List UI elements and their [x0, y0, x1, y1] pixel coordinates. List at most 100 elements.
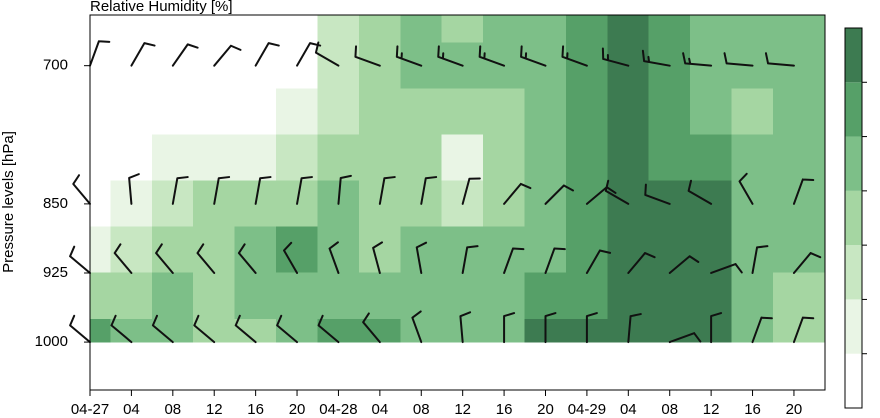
contour-cell: [89, 88, 112, 136]
contour-cell: [648, 226, 691, 274]
contour-cell: [565, 14, 608, 43]
colorbar-band: [845, 245, 862, 300]
contour-cell: [234, 134, 277, 182]
colorbar-band: [845, 82, 862, 137]
colorbar-band: [845, 353, 862, 408]
wind-barb: [710, 312, 723, 344]
contour-cell: [731, 134, 774, 182]
contour-cell: [731, 318, 774, 343]
contour-cell: [648, 134, 691, 182]
contour-cell: [441, 88, 484, 136]
wind-barb: [314, 41, 340, 67]
contour-cell: [524, 14, 567, 43]
wind-barb: [544, 184, 575, 205]
contour-cell: [89, 14, 112, 43]
wind-barb: [155, 243, 174, 274]
contour-cell: [648, 272, 691, 320]
wind-barb: [110, 314, 133, 344]
wind-barb: [561, 45, 588, 67]
contour-cell: [151, 134, 194, 182]
wind-barb: [644, 183, 671, 205]
wind-barb: [354, 45, 381, 67]
wind-barb: [372, 241, 384, 274]
x-tick-label: 20: [786, 401, 803, 418]
contour-cell: [89, 180, 112, 228]
contour-cell: [441, 134, 484, 182]
x-tick-label: 16: [744, 401, 761, 418]
plot-frame: [89, 14, 826, 391]
y-tick-label: 700: [43, 57, 68, 74]
wind-barb: [276, 314, 299, 344]
contour-cell: [89, 134, 112, 182]
contour-cell: [110, 88, 153, 136]
wind-barb: [196, 243, 216, 274]
wind-barb: [437, 45, 464, 67]
wind-barb: [171, 43, 199, 67]
wind-barb: [151, 314, 174, 344]
contour-cell: [607, 134, 650, 182]
contour-cell: [607, 14, 650, 43]
x-tick-label: 16: [247, 401, 264, 418]
wind-barb: [641, 49, 671, 67]
wind-barb: [585, 312, 598, 344]
x-tick-label: 08: [413, 401, 430, 418]
contour-cell: [690, 272, 733, 320]
contour-cell: [731, 272, 774, 320]
wind-barb: [585, 249, 612, 274]
wind-barb: [337, 174, 352, 205]
contour-cell: [400, 226, 443, 274]
contour-cell: [400, 88, 443, 136]
contour-cell: [317, 88, 360, 136]
contour-cell: [772, 180, 826, 228]
contour-cell: [358, 272, 401, 320]
contour-cell: [151, 88, 194, 136]
y-axis-label: Pressure levels [hPa]: [0, 131, 17, 273]
colorbar-band: [845, 299, 862, 354]
contour-cell: [441, 226, 484, 274]
wind-barb: [503, 182, 532, 205]
contour-cell: [89, 272, 112, 320]
wind-barb: [193, 314, 216, 344]
y-tick-label: 850: [43, 195, 68, 212]
wind-barb: [283, 241, 299, 274]
x-tick-label: 08: [164, 401, 181, 418]
contour-cell: [89, 226, 112, 274]
wind-barb: [69, 314, 91, 344]
wind-barb: [503, 312, 516, 344]
wind-barb: [738, 172, 754, 205]
contour-cell: [317, 226, 360, 274]
contour-cell: [607, 88, 650, 136]
wind-barb: [378, 176, 396, 205]
wind-barb: [395, 45, 423, 67]
contour-cell: [524, 134, 567, 182]
contour-cell: [89, 318, 112, 343]
x-tick-label: 16: [496, 401, 513, 418]
wind-barb: [461, 177, 481, 205]
contour-cell: [358, 14, 401, 43]
contour-cell: [441, 272, 484, 320]
contour-cell: [317, 272, 360, 320]
contour-cell: [317, 134, 360, 182]
wind-barb: [362, 312, 381, 344]
wind-barb: [72, 174, 91, 205]
contour-cell: [234, 14, 277, 43]
contour-cell: [565, 272, 608, 320]
contour-cell: [565, 88, 608, 136]
wind-barb: [751, 245, 769, 274]
x-tick-label: 08: [661, 401, 678, 418]
contour-cell: [317, 14, 360, 43]
wind-barb: [328, 241, 340, 274]
wind-barb: [459, 311, 472, 344]
contour-cell: [648, 318, 691, 343]
x-tick-label: 20: [537, 401, 554, 418]
contour-cell: [193, 272, 236, 320]
contour-cell: [690, 88, 733, 136]
wind-barb: [113, 243, 133, 274]
wind-barb: [682, 52, 713, 67]
contour-cell: [565, 134, 608, 182]
contour-cell: [234, 272, 277, 320]
wind-barb: [420, 176, 438, 205]
wind-barb: [792, 316, 815, 344]
